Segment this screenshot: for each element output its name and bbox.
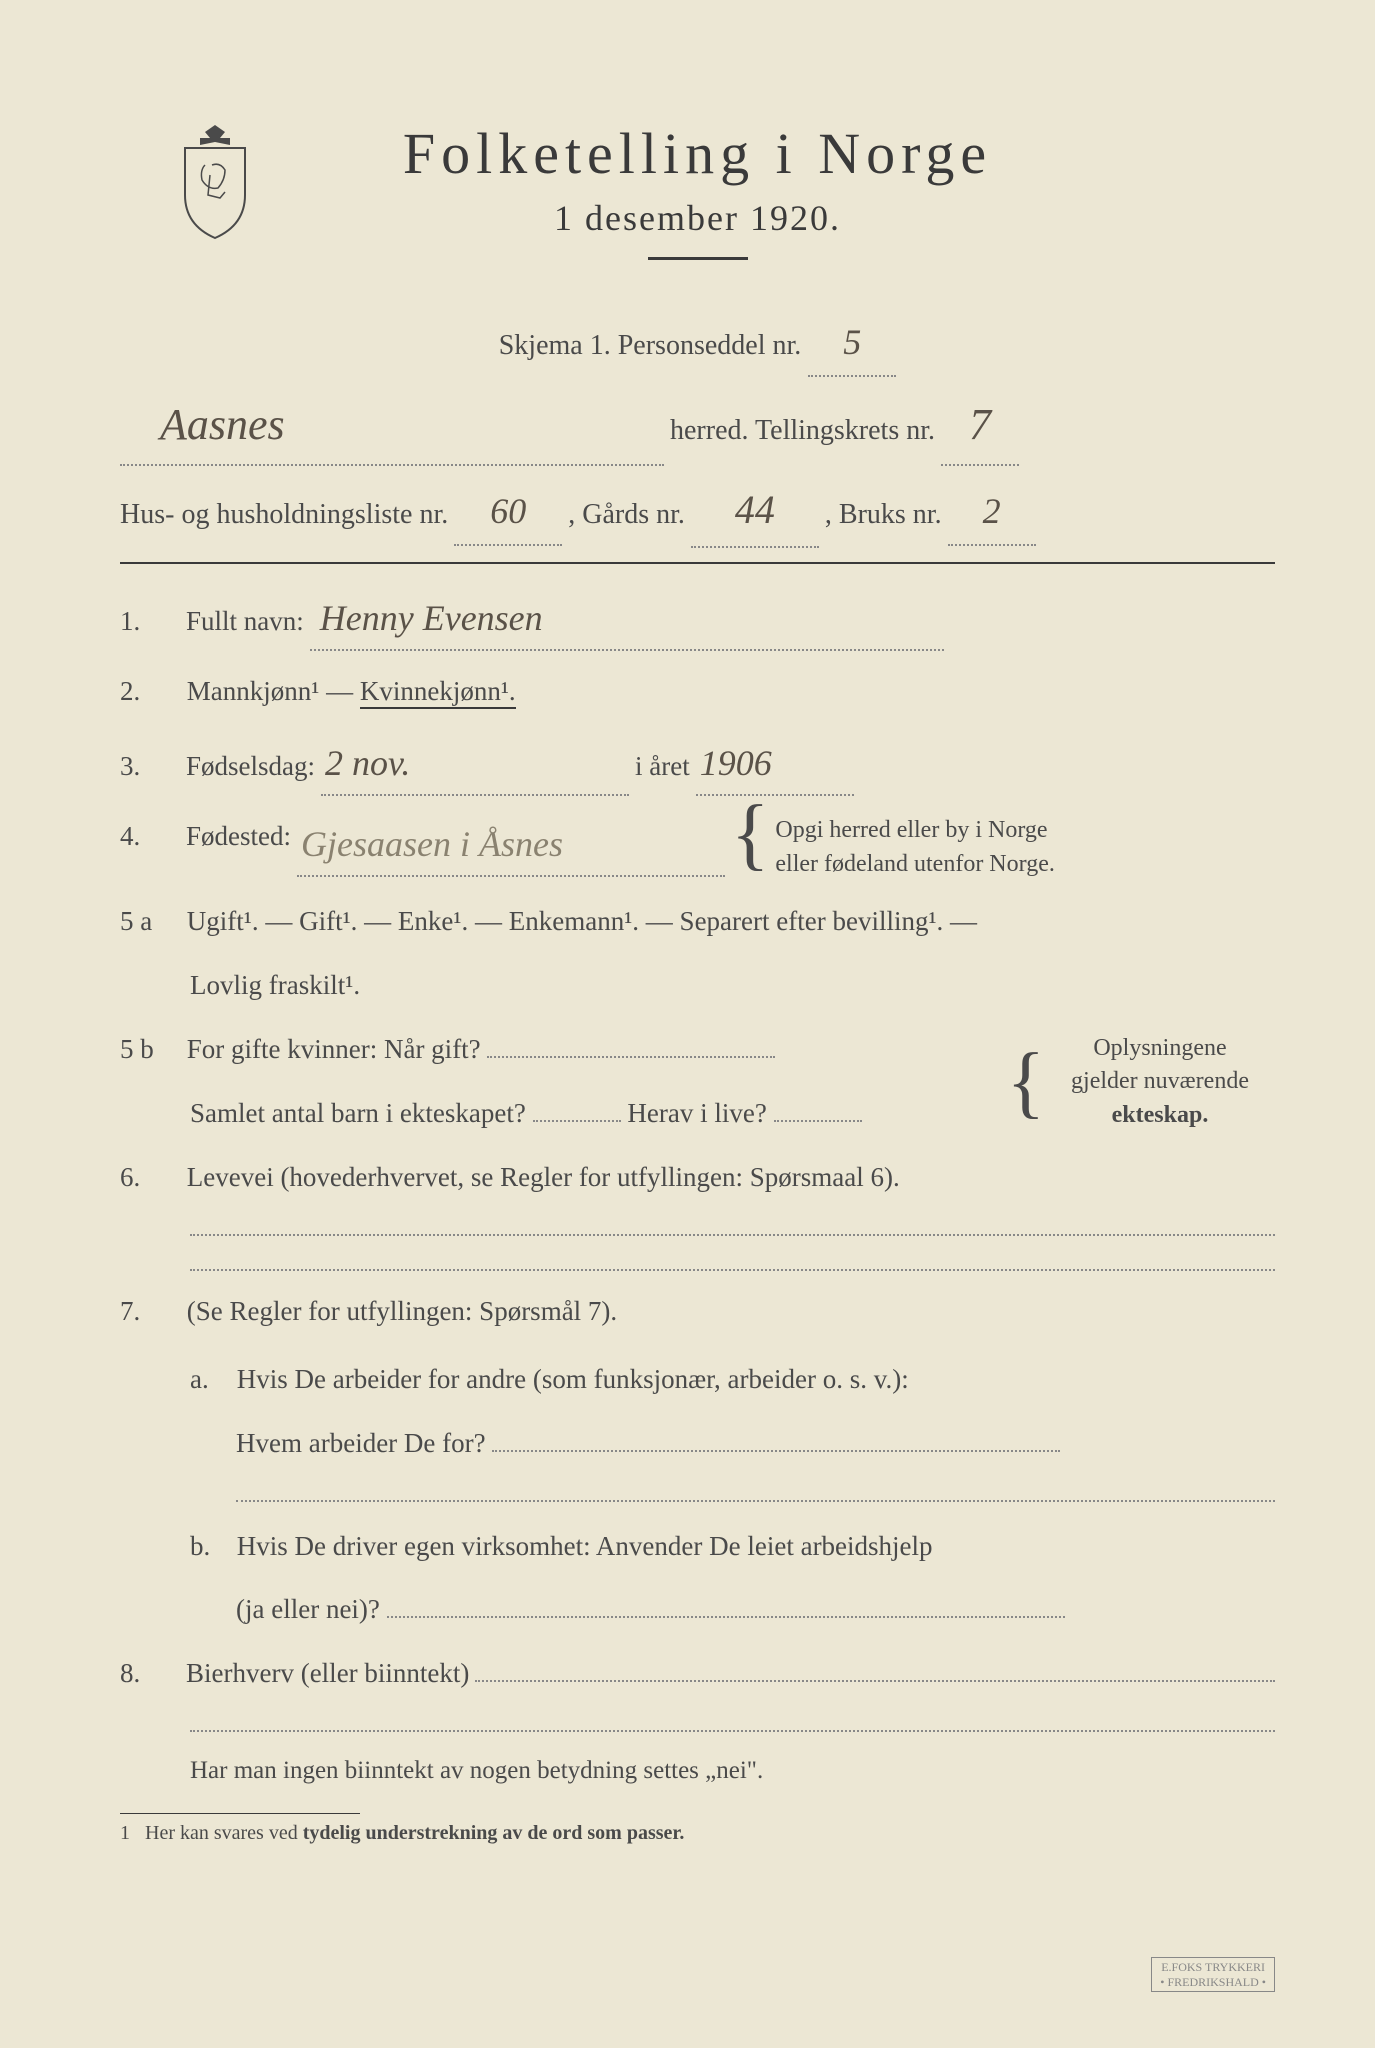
q5a-text: Ugift¹. — Gift¹. — Enke¹. — Enkemann¹. —… — [187, 906, 977, 936]
q7b-num: b. — [190, 1524, 230, 1570]
q3-label: Fødselsdag: — [186, 744, 315, 790]
q5b-v1 — [487, 1056, 775, 1058]
q5b-note2: gjelder nuværende — [1071, 1068, 1249, 1094]
q5a-num: 5 a — [120, 899, 180, 945]
q5b-label1: For gifte kvinner: Når gift? — [187, 1034, 481, 1064]
brace-icon: { — [1007, 1062, 1045, 1102]
footnote-text: Her kan svares ved tydelig understreknin… — [145, 1822, 684, 1844]
q5b-note1: Oplysningene — [1093, 1035, 1226, 1061]
q2: 2. Mannkjønn¹ — Kvinnekjønn¹. — [120, 669, 1275, 715]
q4-note2: eller fødeland utenfor Norge. — [775, 851, 1054, 877]
q6-label: Levevei (hovederhvervet, se Regler for u… — [187, 1162, 900, 1192]
personseddel-nr: 5 — [808, 310, 896, 377]
q5b-note3: ekteskap. — [1112, 1102, 1209, 1128]
q7a-value — [492, 1450, 1060, 1452]
bruks-nr: 2 — [948, 479, 1036, 546]
q7-label: (Se Regler for utfyllingen: Spørsmål 7). — [187, 1296, 617, 1326]
q2-opt2: Kvinnekjønn¹. — [360, 676, 516, 709]
q5b-v2 — [533, 1120, 621, 1122]
q5a-text2: Lovlig fraskilt¹. — [190, 963, 1275, 1009]
q4-num: 4. — [120, 814, 180, 860]
stamp2: • FREDRIKSHALD • — [1160, 1975, 1266, 1989]
q4-label: Fødested: — [186, 814, 291, 860]
q4-note: Opgi herred eller by i Norge eller fødel… — [775, 814, 1054, 881]
q6-line1 — [190, 1233, 1275, 1236]
q7a-text1: Hvis De arbeider for andre (som funksjon… — [237, 1364, 909, 1394]
herred-label: herred. Tellingskrets nr. — [670, 406, 935, 456]
q2-num: 2. — [120, 669, 180, 715]
q4-note1: Opgi herred eller by i Norge — [775, 817, 1047, 843]
q8: 8. Bierhverv (eller biinntekt) — [120, 1651, 1275, 1697]
herred-line: Aasnes herred. Tellingskrets nr. 7 — [120, 385, 1275, 466]
q7a-num: a. — [190, 1357, 230, 1403]
q1: 1. Fullt navn: Henny Evensen — [120, 588, 1275, 651]
skjema-label: Skjema 1. Personseddel nr. — [499, 330, 802, 361]
q3-num: 3. — [120, 744, 180, 790]
q6-num: 6. — [120, 1155, 180, 1201]
section-divider — [120, 562, 1275, 564]
hus-label: Hus- og husholdningsliste nr. — [120, 490, 448, 540]
brace-icon: { — [731, 814, 769, 854]
q5b-label3: Herav i live? — [627, 1098, 766, 1128]
q2-dash: — — [326, 676, 360, 706]
footnote: 1 Her kan svares ved tydelig understrekn… — [120, 1822, 1275, 1845]
q3: 3. Fødselsdag: 2 nov. i året 1906 — [120, 733, 1275, 796]
printer-stamp: E.FOKS TRYKKERI • FREDRIKSHALD • — [1151, 1957, 1275, 1992]
herred-value: Aasnes — [120, 385, 664, 466]
gards-nr: 44 — [691, 474, 819, 548]
stamp1: E.FOKS TRYKKERI — [1161, 1960, 1265, 1974]
q7b-text1: Hvis De driver egen virksomhet: Anvender… — [237, 1531, 933, 1561]
q5b: 5 b For gifte kvinner: Når gift? Samlet … — [120, 1027, 1275, 1137]
q7b-text2: (ja eller nei)? — [236, 1594, 380, 1624]
q5b-v3 — [774, 1120, 862, 1122]
page-title: Folketelling i Norge — [120, 120, 1275, 187]
footnote-divider — [120, 1813, 360, 1814]
census-form-page: Folketelling i Norge 1 desember 1920. Sk… — [0, 0, 1375, 2048]
q5b-num: 5 b — [120, 1027, 180, 1073]
q1-value: Henny Evensen — [310, 588, 944, 651]
tail-note: Har man ingen biinntekt av nogen betydni… — [190, 1750, 1275, 1793]
q3-yearlabel: i året — [635, 744, 690, 790]
q5b-note: Oplysningene gjelder nuværende ekteskap. — [1045, 1032, 1275, 1133]
gards-label: , Gårds nr. — [568, 490, 685, 540]
q4-value: Gjesaasen i Åsnes — [297, 814, 725, 877]
q6: 6. Levevei (hovederhvervet, se Regler fo… — [120, 1155, 1275, 1271]
q7b-value — [387, 1616, 1065, 1618]
q3-day: 2 nov. — [321, 733, 629, 796]
skjema-line: Skjema 1. Personseddel nr. 5 — [120, 310, 1275, 377]
q8-value — [475, 1680, 1275, 1682]
q5a: 5 a Ugift¹. — Gift¹. — Enke¹. — Enkemann… — [120, 899, 1275, 1009]
q4: 4. Fødested: Gjesaasen i Åsnes { Opgi he… — [120, 814, 1275, 881]
q8-num: 8. — [120, 1651, 180, 1697]
q7a-line — [236, 1499, 1275, 1502]
q7: 7. (Se Regler for utfyllingen: Spørsmål … — [120, 1289, 1275, 1633]
q1-label: Fullt navn: — [186, 599, 304, 645]
q7-num: 7. — [120, 1289, 180, 1335]
hus-line: Hus- og husholdningsliste nr. 60 , Gårds… — [120, 474, 1275, 548]
q5b-label2: Samlet antal barn i ekteskapet? — [190, 1098, 526, 1128]
header: Folketelling i Norge 1 desember 1920. — [120, 120, 1275, 260]
q1-num: 1. — [120, 599, 180, 645]
q7a-text2: Hvem arbeider De for? — [236, 1428, 486, 1458]
page-subtitle: 1 desember 1920. — [120, 197, 1275, 239]
q6-line2 — [190, 1268, 1275, 1271]
q8-label: Bierhverv (eller biinntekt) — [186, 1651, 469, 1697]
q8-line — [190, 1729, 1275, 1732]
q2-opt1: Mannkjønn¹ — [187, 676, 320, 706]
q3-year: 1906 — [696, 733, 854, 796]
coat-of-arms-icon — [170, 120, 260, 240]
footnote-num: 1 — [120, 1822, 130, 1844]
hus-nr: 60 — [454, 479, 562, 546]
tellingskrets-nr: 7 — [941, 385, 1019, 466]
title-divider — [648, 257, 748, 260]
bruks-label: , Bruks nr. — [825, 490, 942, 540]
